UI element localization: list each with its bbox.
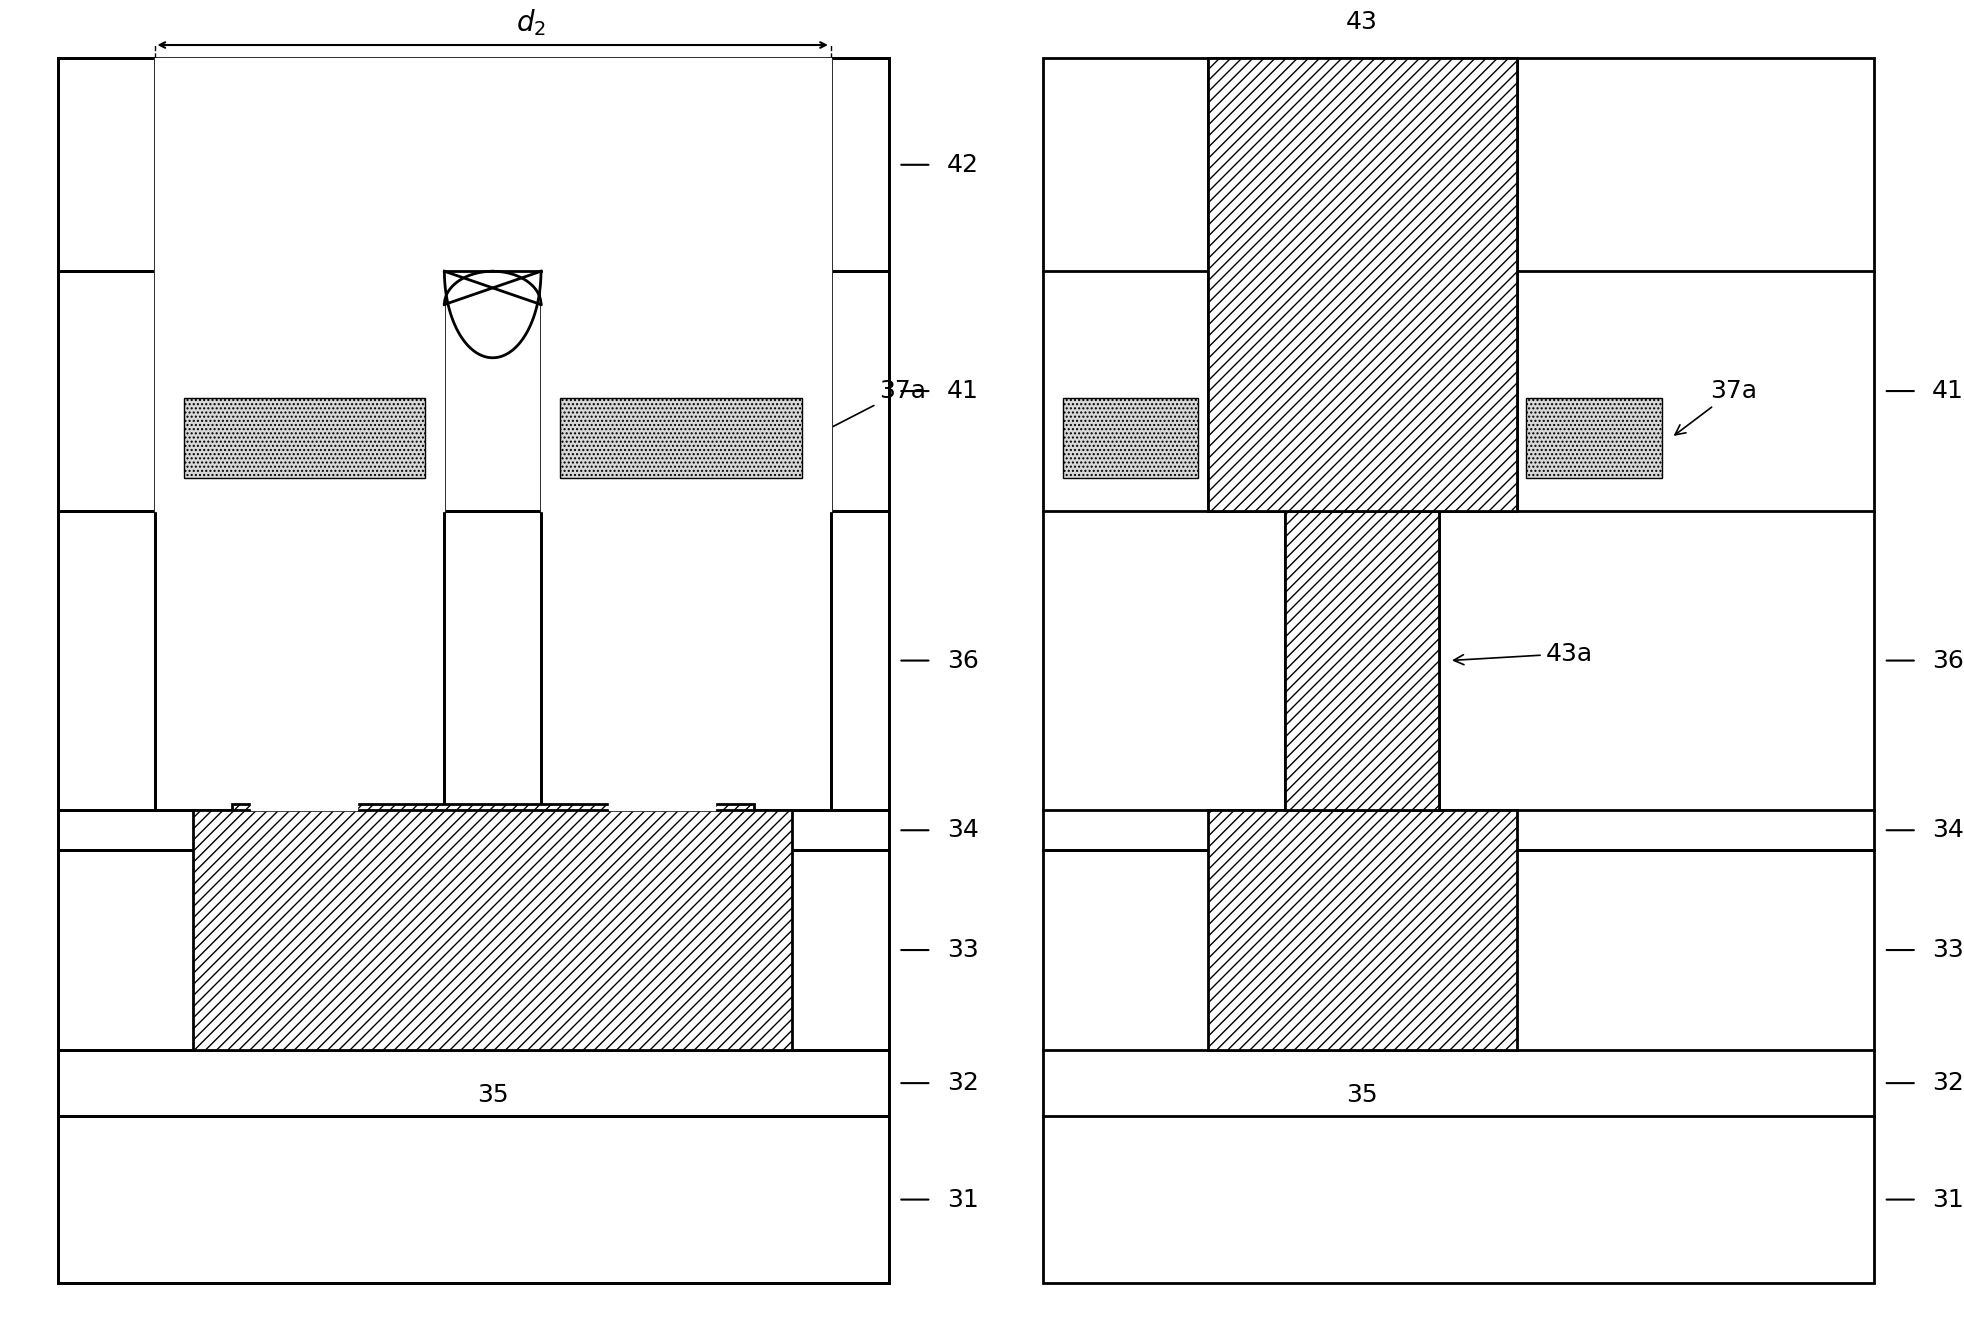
Bar [155,59,831,271]
Text: 32: 32 [1933,1071,1964,1096]
Text: B: B [517,190,664,311]
Bar [251,510,357,811]
Polygon shape [609,510,715,811]
Bar [232,804,754,1050]
Bar [59,850,890,1050]
Text: 34: 34 [1933,818,1964,842]
Text: 41: 41 [1933,379,1964,403]
Bar [59,1117,890,1283]
Bar [560,398,801,477]
Polygon shape [155,59,831,271]
Text: 37a: 37a [1675,378,1758,434]
Text: 35: 35 [477,1083,509,1108]
Text: 35: 35 [1347,1083,1379,1108]
Bar [540,510,831,811]
Bar [155,271,444,510]
Text: 31: 31 [947,1188,978,1212]
Bar [1284,510,1440,811]
Text: 42: 42 [947,152,978,176]
Bar [609,510,715,811]
Bar [59,271,890,510]
Text: 34: 34 [947,818,978,842]
Bar [59,1050,890,1117]
Bar [59,59,890,271]
Bar [1208,59,1516,510]
Text: 36: 36 [1933,648,1964,672]
Bar [540,271,831,510]
Text: 41: 41 [947,379,978,403]
Bar [1526,398,1662,477]
Text: 32: 32 [947,1071,978,1096]
Text: 33: 33 [1933,938,1964,962]
Bar [1208,811,1516,1050]
Bar [192,811,791,1050]
Polygon shape [444,271,540,358]
Bar [183,398,424,477]
Bar [1043,59,1874,1283]
Text: 33: 33 [947,938,978,962]
Polygon shape [155,271,444,510]
Text: $d_2$: $d_2$ [517,8,546,39]
Polygon shape [251,510,357,811]
Text: 37a: 37a [815,378,927,436]
Text: 36: 36 [947,648,978,672]
Polygon shape [540,271,831,510]
Bar [59,811,890,850]
Text: 43: 43 [1345,11,1379,35]
Bar [1063,398,1198,477]
Text: 43a: 43a [1453,641,1593,665]
Bar [155,510,444,811]
Bar [59,510,890,811]
Text: 31: 31 [1933,1188,1964,1212]
